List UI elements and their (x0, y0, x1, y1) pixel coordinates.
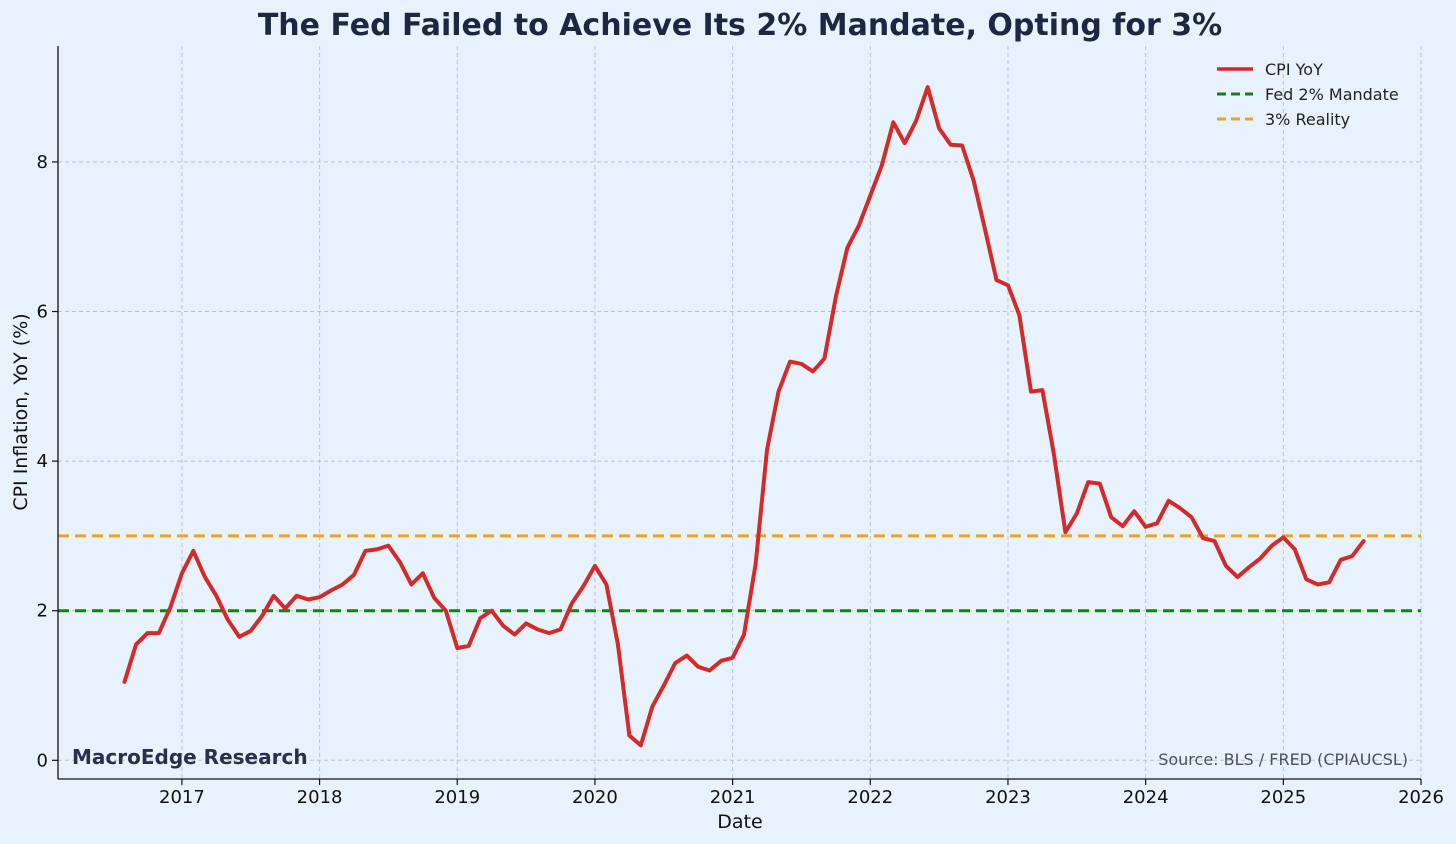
legend-label-3pct-reality: 3% Reality (1265, 110, 1350, 129)
y-tick-label: 0 (37, 750, 48, 771)
x-tick-label: 2024 (1123, 787, 1169, 808)
series-layer (122, 85, 1366, 748)
legend: CPI YoY Fed 2% Mandate 3% Reality (1217, 60, 1399, 129)
x-tick-label: 2019 (434, 787, 480, 808)
x-tick-label: 2020 (572, 787, 618, 808)
x-tick-label: 2026 (1398, 787, 1444, 808)
y-tick-label: 4 (37, 451, 48, 472)
legend-label-fed-mandate: Fed 2% Mandate (1265, 85, 1399, 104)
x-tick-label: 2022 (847, 787, 893, 808)
y-tick-label: 8 (37, 152, 48, 173)
y-tick-label: 6 (37, 302, 48, 323)
reference-lines (58, 534, 1421, 613)
x-axis-title: Date (717, 811, 762, 833)
legend-label-cpi: CPI YoY (1265, 60, 1323, 79)
source-text: Source: BLS / FRED (CPIAUCSL) (1158, 750, 1408, 769)
x-tick-label: 2023 (985, 787, 1031, 808)
x-tick-label: 2021 (710, 787, 756, 808)
y-tick-label: 2 (37, 601, 48, 622)
watermark-text: MacroEdge Research (72, 745, 308, 769)
x-tick-label: 2025 (1260, 787, 1306, 808)
grid (58, 46, 1422, 779)
x-tick-label: 2018 (297, 787, 343, 808)
cpi-yoy-line (122, 85, 1366, 748)
y-axis-title: CPI Inflation, YoY (%) (10, 313, 32, 510)
chart-title: The Fed Failed to Achieve Its 2% Mandate… (258, 8, 1222, 43)
y-axis-ticks: 0 2 4 6 8 (37, 152, 58, 771)
x-axis-ticks: 2017 2018 2019 2020 2021 2022 2023 2024 2025 2026 (159, 779, 1444, 808)
x-tick-label: 2017 (159, 787, 205, 808)
